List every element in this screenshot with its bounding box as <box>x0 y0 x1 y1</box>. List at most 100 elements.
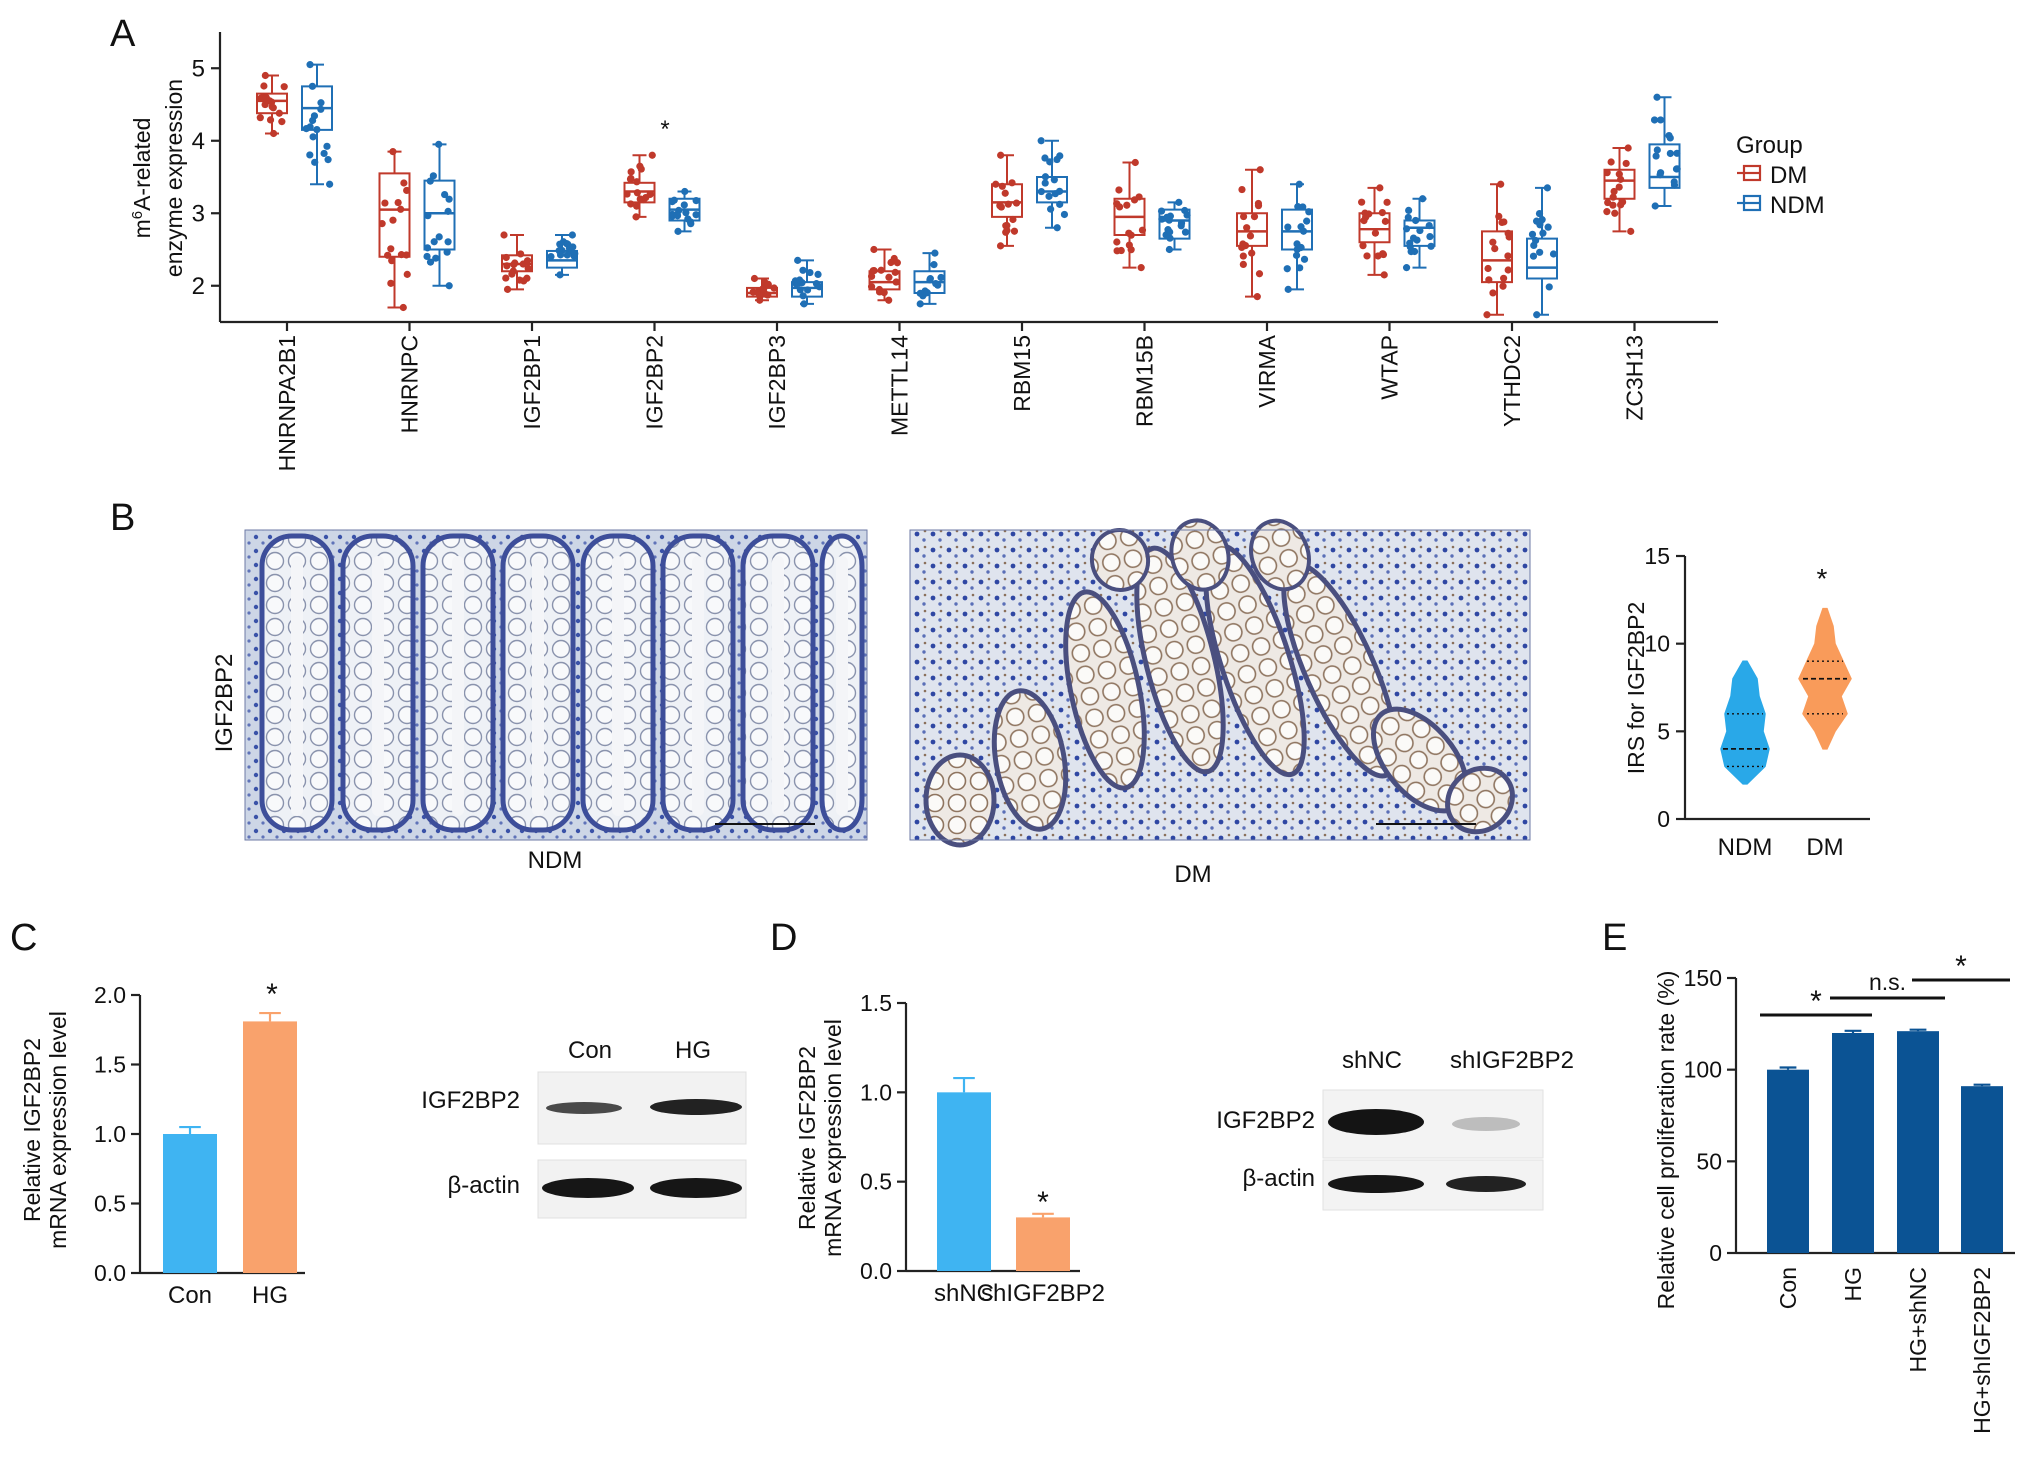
data-point <box>1673 149 1681 157</box>
data-point <box>892 278 900 286</box>
legend-label-dm: DM <box>1770 162 1807 189</box>
legend-key-dm <box>1737 164 1762 182</box>
bar-con <box>163 1134 217 1273</box>
crypt <box>991 688 1069 832</box>
data-point <box>1402 264 1411 272</box>
data-point <box>674 227 682 235</box>
data-point <box>556 251 565 259</box>
data-point <box>1532 236 1540 245</box>
y-tick-label: 0.5 <box>94 1191 126 1217</box>
crypt-lumen <box>836 556 848 816</box>
bar-shigf2bp2 <box>1016 1217 1070 1271</box>
panel-a-ylabel-line1: m6A-related <box>129 118 155 239</box>
x-tick-label: WTAP <box>1377 335 1403 400</box>
data-point <box>1378 209 1386 217</box>
data-point <box>523 274 531 282</box>
data-point <box>796 276 804 284</box>
data-point <box>803 286 812 294</box>
data-point <box>426 258 435 266</box>
data-point <box>1500 274 1508 282</box>
box-ndm <box>1157 198 1191 254</box>
data-point <box>937 273 945 282</box>
data-point <box>1283 265 1291 273</box>
data-point <box>1656 116 1665 124</box>
data-point <box>1544 223 1552 231</box>
y-tick-label: 15 <box>1644 543 1670 569</box>
blot-c-row-actin: β-actin <box>448 1172 521 1199</box>
c-significance: * <box>266 978 278 1011</box>
x-tick-label: METTL14 <box>887 335 913 436</box>
data-point <box>1037 137 1045 145</box>
x-tick-label: NDM <box>1718 834 1773 861</box>
ndm-caption: NDM <box>528 847 583 874</box>
data-point <box>309 133 317 141</box>
data-point <box>1528 230 1537 238</box>
data-point <box>423 252 431 261</box>
data-point <box>1529 252 1538 260</box>
data-point <box>1383 198 1391 206</box>
data-point <box>524 264 532 272</box>
data-point <box>1050 176 1058 184</box>
data-point <box>867 283 876 291</box>
y-tick-label: 0 <box>1709 1240 1722 1266</box>
data-point <box>260 82 268 90</box>
data-point <box>1137 264 1145 272</box>
data-point <box>1053 224 1061 232</box>
comparison-label: n.s. <box>1869 969 1906 995</box>
data-point <box>1041 154 1049 162</box>
data-point <box>887 258 895 267</box>
data-point <box>692 197 700 205</box>
data-point <box>268 98 276 106</box>
c-ylabel-line2: mRNA expression level <box>45 1011 71 1249</box>
data-point <box>317 105 325 113</box>
comparison-label: * <box>1810 985 1822 1018</box>
box-ndm <box>423 140 456 290</box>
data-point <box>770 284 778 292</box>
data-point <box>302 124 310 133</box>
data-point <box>500 231 508 239</box>
data-point <box>400 179 408 187</box>
data-point <box>763 291 772 299</box>
data-point <box>1238 185 1246 194</box>
e-ylabel: Relative cell proliferation rate (%) <box>1653 971 1679 1310</box>
data-point <box>1037 187 1045 196</box>
crypt <box>1169 518 1231 592</box>
data-point <box>870 245 878 254</box>
data-point <box>435 140 443 148</box>
data-point <box>806 268 814 277</box>
data-point <box>1163 213 1171 221</box>
box-dm <box>867 245 901 304</box>
data-point <box>1305 208 1313 216</box>
data-point <box>1371 229 1380 237</box>
data-point <box>867 272 876 280</box>
box-ndm <box>1402 195 1436 272</box>
data-point <box>1041 173 1050 181</box>
data-point <box>799 292 807 300</box>
data-point <box>1381 217 1389 225</box>
data-point <box>261 100 269 109</box>
data-point <box>1627 227 1635 235</box>
data-point <box>632 213 640 221</box>
data-point <box>1603 208 1611 216</box>
data-point <box>1380 271 1388 279</box>
data-point <box>435 233 443 241</box>
data-point <box>306 61 314 69</box>
data-point <box>517 250 525 258</box>
data-point <box>1419 195 1427 203</box>
data-point <box>1115 186 1123 194</box>
data-point <box>1130 196 1139 204</box>
data-point <box>623 190 631 198</box>
y-tick-label: 10 <box>1644 631 1670 657</box>
data-point <box>1617 201 1625 209</box>
data-point <box>1426 232 1434 241</box>
data-point <box>1284 223 1292 231</box>
data-point <box>324 156 332 164</box>
data-point <box>1177 219 1186 227</box>
data-point <box>815 283 824 291</box>
y-tick-label: 5 <box>192 55 205 82</box>
data-point <box>1115 203 1124 211</box>
data-point <box>403 270 411 278</box>
blot-c-lane-hg: HG <box>675 1037 711 1064</box>
